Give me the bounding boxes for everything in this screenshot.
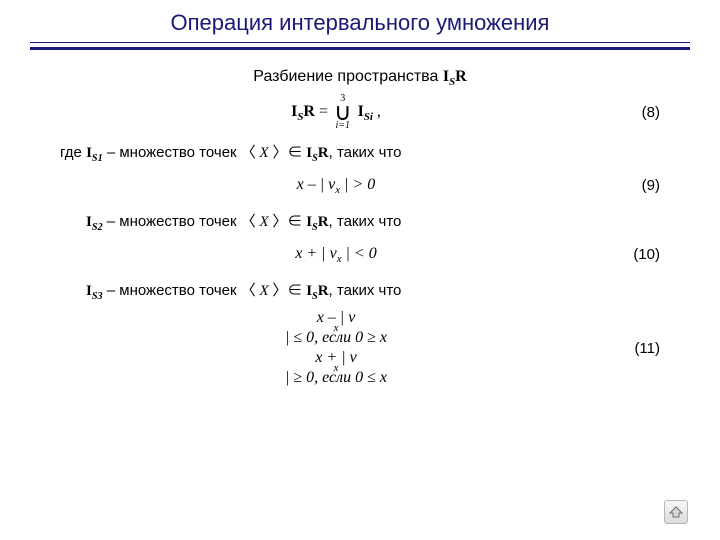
eq11-number: (11) [612, 340, 660, 357]
content-area: Разбиение пространства ISR ISR = 3 ∪ i=1… [0, 68, 720, 388]
page-title: Операция интервального умножения [0, 0, 720, 42]
home-button[interactable] [664, 500, 688, 524]
desc-Is1: где IS1 – множество точек 〈 X 〉∈ ISR, та… [60, 141, 660, 162]
eq8-body: ISR = 3 ∪ i=1 ISi , [60, 94, 612, 131]
subtitle: Разбиение пространства ISR [60, 68, 660, 86]
subtitle-text: Разбиение пространства [253, 68, 443, 85]
equation-9: x – | vx | > 0 (9) [60, 170, 660, 200]
equation-8: ISR = 3 ∪ i=1 ISi , (8) [60, 94, 660, 131]
eq9-number: (9) [612, 177, 660, 194]
eq11-body: x – | vx | ≤ 0, если 0 ≥ x x + | vx | ≥ … [60, 308, 612, 388]
eq10-body: x + | vx | < 0 [60, 245, 612, 263]
eq8-number: (8) [612, 104, 660, 121]
title-rule [30, 42, 690, 50]
eq10-number: (10) [612, 246, 660, 263]
equation-11: x – | vx | ≤ 0, если 0 ≥ x x + | vx | ≥ … [60, 308, 660, 388]
subtitle-I: ISR [443, 68, 467, 85]
equation-10: x + | vx | < 0 (10) [60, 239, 660, 269]
desc-Is2: IS2 – множество точек 〈 X 〉∈ ISR, таких … [86, 210, 660, 231]
home-icon [669, 506, 683, 518]
union-operator: 3 ∪ i=1 [334, 94, 352, 131]
desc-Is3: IS3 – множество точек 〈 X 〉∈ ISR, таких … [86, 279, 660, 300]
eq9-body: x – | vx | > 0 [60, 176, 612, 194]
